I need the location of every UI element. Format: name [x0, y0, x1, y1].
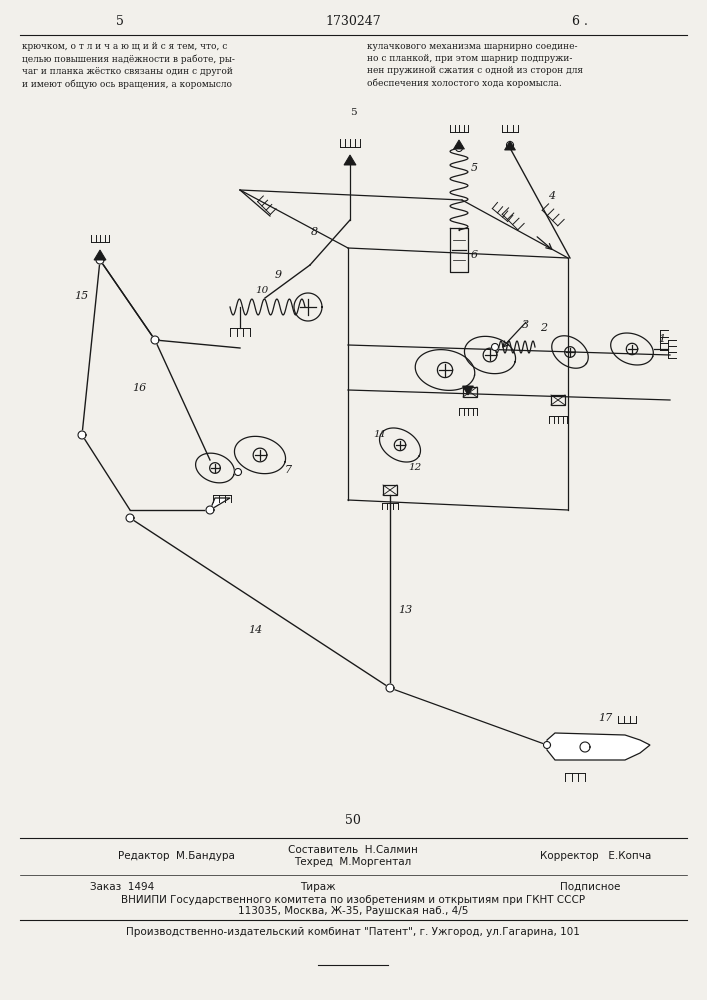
Text: 1730247: 1730247: [325, 15, 381, 28]
Polygon shape: [455, 145, 462, 151]
Text: 6 .: 6 .: [572, 15, 588, 28]
Text: 5: 5: [116, 15, 124, 28]
Text: 6: 6: [471, 250, 478, 260]
Polygon shape: [126, 514, 134, 522]
Polygon shape: [78, 431, 86, 439]
Text: 11: 11: [373, 430, 387, 439]
Text: Техред  М.Моргентал: Техред М.Моргентал: [294, 857, 411, 867]
Text: 1: 1: [658, 334, 665, 344]
Text: Заказ  1494: Заказ 1494: [90, 882, 154, 892]
Text: крючком, о т л и ч а ю щ и й с я тем, что, с
целью повышения надёжности в работе: крючком, о т л и ч а ю щ и й с я тем, чт…: [22, 42, 235, 89]
Polygon shape: [462, 386, 474, 395]
Text: 5: 5: [471, 163, 478, 173]
Text: Тираж: Тираж: [300, 882, 336, 892]
Text: Производственно-издательский комбинат "Патент", г. Ужгород, ул.Гагарина, 101: Производственно-издательский комбинат "П…: [126, 927, 580, 937]
Polygon shape: [206, 506, 214, 514]
Text: 12: 12: [408, 463, 421, 472]
Text: 2: 2: [540, 323, 547, 333]
Polygon shape: [544, 742, 551, 748]
Polygon shape: [505, 141, 515, 150]
Polygon shape: [96, 256, 104, 264]
Text: 5: 5: [350, 108, 356, 117]
Text: 8: 8: [311, 227, 318, 237]
Text: 9: 9: [275, 270, 282, 280]
Polygon shape: [151, 336, 159, 344]
Polygon shape: [454, 140, 464, 149]
Polygon shape: [580, 742, 590, 752]
Bar: [383, 485, 397, 495]
Text: Составитель  Н.Салмин: Составитель Н.Салмин: [288, 845, 418, 855]
Polygon shape: [94, 250, 106, 260]
Text: кулачкового механизма шарнирно соедине-
но с планкой, при этом шарнир подпружи-
: кулачкового механизма шарнирно соедине- …: [367, 42, 583, 88]
Polygon shape: [386, 684, 394, 692]
Text: 14: 14: [248, 625, 262, 635]
Text: 13: 13: [398, 605, 412, 615]
Text: 16: 16: [132, 383, 146, 393]
Polygon shape: [235, 469, 242, 475]
Text: Корректор   Е.Копча: Корректор Е.Копча: [540, 851, 651, 861]
Text: 3: 3: [522, 320, 529, 330]
Bar: [463, 387, 477, 397]
Polygon shape: [344, 155, 356, 165]
Polygon shape: [506, 142, 513, 148]
Text: Подписное: Подписное: [560, 882, 620, 892]
Polygon shape: [491, 344, 498, 350]
Text: 17: 17: [598, 713, 612, 723]
Polygon shape: [547, 733, 650, 760]
Text: 50: 50: [345, 814, 361, 826]
Polygon shape: [210, 498, 230, 510]
Text: 113035, Москва, Ж-35, Раушская наб., 4/5: 113035, Москва, Ж-35, Раушская наб., 4/5: [238, 906, 468, 916]
Text: ВНИИПИ Государственного комитета по изобретениям и открытиям при ГКНТ СССР: ВНИИПИ Государственного комитета по изоб…: [121, 895, 585, 905]
Text: 4: 4: [548, 191, 555, 201]
Text: 15: 15: [74, 291, 88, 301]
Text: 7: 7: [285, 465, 292, 475]
Text: 10: 10: [255, 286, 269, 295]
Text: Редактор  М.Бандура: Редактор М.Бандура: [118, 851, 235, 861]
Bar: [551, 395, 565, 405]
